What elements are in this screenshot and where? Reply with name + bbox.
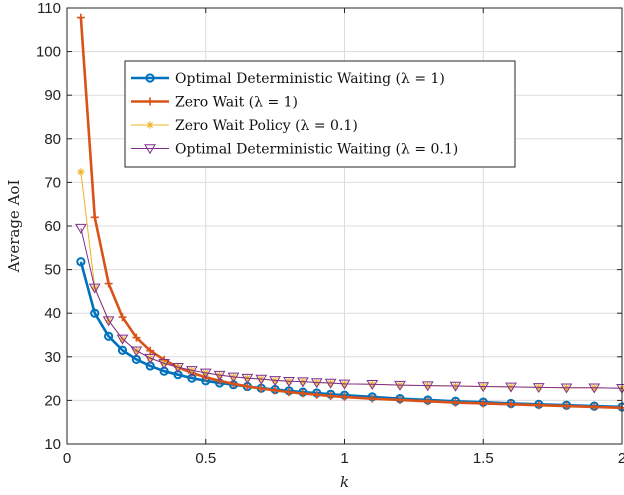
series-line [80, 228, 623, 389]
y-tick-label: 10 [44, 436, 61, 453]
data-point [132, 333, 141, 342]
series-line [79, 17, 623, 410]
data-point [144, 144, 156, 155]
data-point [396, 395, 404, 404]
data-point [297, 377, 309, 388]
data-point [76, 13, 85, 22]
x-tick-label: 0.5 [195, 450, 216, 467]
data-point [271, 386, 280, 395]
y-tick-label: 100 [36, 44, 61, 61]
data-point [116, 334, 129, 345]
data-point [199, 368, 212, 379]
data-point [298, 389, 307, 398]
data-point [104, 331, 114, 341]
data-point [338, 379, 351, 390]
legend-label: Optimal Deterministic Waiting (λ = 1) [175, 71, 445, 87]
data-point [241, 373, 254, 384]
data-point [255, 374, 268, 385]
y-tick-label: 70 [44, 174, 61, 191]
x-tick-label: 1 [340, 450, 348, 467]
legend-box [124, 60, 516, 168]
data-point [257, 384, 266, 393]
x-tick-label: 2 [618, 450, 624, 467]
data-point [75, 223, 87, 234]
legend: Optimal Deterministic Waiting (λ = 1) Zer… [124, 60, 516, 168]
data-point [394, 380, 406, 391]
data-point [449, 381, 462, 392]
data-point [479, 399, 488, 408]
data-point [130, 346, 143, 357]
data-point [227, 372, 240, 383]
data-point [421, 381, 434, 392]
data-point [213, 370, 226, 381]
data-point [77, 168, 85, 176]
y-tick-label: 60 [44, 218, 61, 235]
legend-item: Zero Wait (λ = 1) [131, 95, 298, 111]
y-tick-label: 40 [44, 305, 61, 322]
data-point [285, 388, 293, 397]
data-point [423, 397, 432, 406]
data-point [146, 121, 154, 129]
series-layer [75, 13, 624, 412]
y-tick-label: 90 [44, 87, 61, 104]
data-point [144, 353, 157, 364]
y-tick-label: 20 [44, 392, 61, 409]
data-point [590, 402, 599, 411]
legend-item: Optimal Deterministic Waiting (λ = 1) [131, 71, 445, 87]
y-tick-label: 50 [44, 262, 61, 279]
data-point [102, 316, 115, 327]
data-point [172, 363, 184, 374]
y-axis-label: Average AoI [5, 180, 23, 274]
y-tick-label: 80 [44, 131, 61, 148]
data-point [76, 257, 86, 267]
data-point [368, 394, 377, 403]
data-point [269, 376, 281, 387]
legend-label: Zero Wait Policy (λ = 0.1) [175, 118, 358, 134]
data-point [104, 279, 113, 288]
data-point [532, 383, 545, 394]
data-point [326, 392, 335, 401]
data-point [451, 398, 460, 407]
legend-label: Zero Wait (λ = 1) [175, 95, 298, 111]
data-point [366, 380, 379, 391]
data-point [118, 313, 127, 322]
legend-item: Zero Wait Policy (λ = 0.1) [131, 118, 358, 134]
data-point [324, 378, 337, 389]
data-point [507, 400, 515, 409]
data-point [158, 359, 170, 370]
y-tick-label: 30 [44, 349, 61, 366]
data-point [146, 97, 154, 106]
data-point [562, 402, 571, 411]
y-tick-label: 110 [37, 0, 61, 17]
legend-label: Optimal Deterministic Waiting (λ = 0.1) [175, 142, 458, 158]
data-point [312, 390, 321, 399]
data-point [588, 383, 601, 394]
data-point [117, 345, 128, 355]
x-axis-label: k [340, 473, 349, 491]
data-point [560, 383, 573, 394]
x-tick-label: 0 [63, 450, 71, 467]
data-point [534, 401, 543, 410]
data-point [146, 346, 155, 355]
data-point [477, 382, 490, 393]
ticks: 0 0.5 1 1.5 2 10 20 30 40 50 60 70 80 90 100 110 [36, 0, 624, 467]
data-point [145, 73, 155, 83]
data-point [340, 392, 349, 401]
data-point [283, 376, 295, 387]
data-point [505, 382, 517, 393]
data-point [88, 283, 101, 294]
data-point [90, 213, 99, 222]
data-point [310, 378, 323, 389]
data-point [90, 308, 100, 318]
data-point [186, 366, 198, 377]
legend-item: Optimal Deterministic Waiting (λ = 0.1) [131, 142, 458, 158]
x-tick-label: 1.5 [473, 450, 494, 467]
